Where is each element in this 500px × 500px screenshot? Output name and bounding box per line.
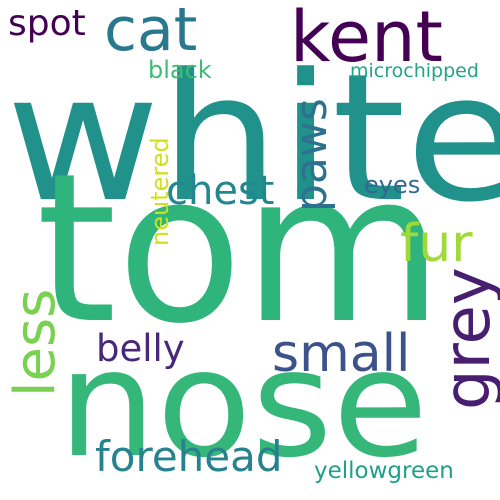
word-microchipped: microchipped: [350, 60, 479, 82]
word-white: white: [6, 36, 500, 241]
word-fur: fur: [400, 214, 473, 274]
word-nose: nose: [58, 318, 429, 490]
word-belly: belly: [96, 327, 185, 370]
word-neutered: neutered: [146, 137, 174, 246]
word-tom: tom: [36, 129, 444, 369]
word-spot: spot: [8, 3, 86, 44]
word-chest: chest: [166, 168, 275, 214]
word-less: less: [3, 288, 68, 397]
word-kent: kent: [290, 0, 443, 78]
word-cat: cat: [104, 0, 198, 65]
word-small: small: [272, 324, 411, 384]
word-forehead: forehead: [95, 432, 283, 481]
word-eyes: eyes: [364, 171, 421, 199]
word-yellowgreen: yellowgreen: [314, 458, 454, 484]
word-paws: paws: [286, 98, 337, 212]
word-black: black: [148, 56, 212, 84]
word-grey: grey: [431, 267, 500, 410]
